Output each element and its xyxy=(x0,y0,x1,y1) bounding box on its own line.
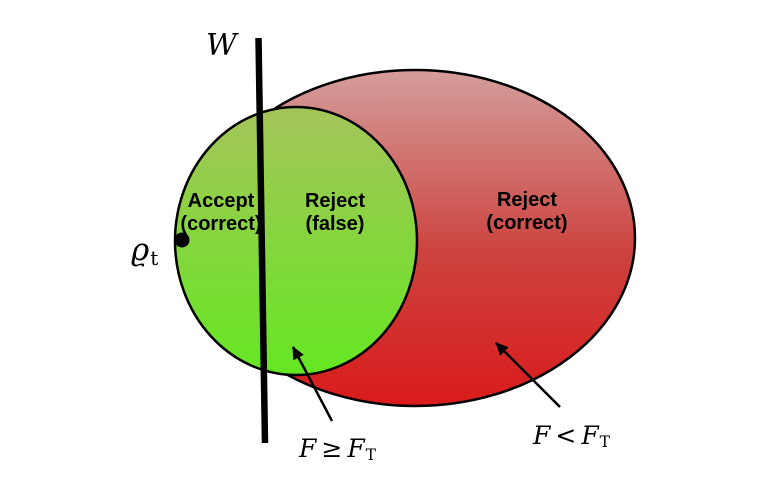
threshold-subscript: t xyxy=(150,246,159,270)
rhs: F xyxy=(347,434,365,463)
lhs: F xyxy=(299,434,317,463)
lhs: F xyxy=(533,421,551,450)
inner-region-arrow xyxy=(291,346,334,422)
outer-region-arrow xyxy=(495,342,561,408)
annotation-f-lt-ft: F < FT xyxy=(533,422,610,451)
region-label-line2: (correct) xyxy=(180,213,262,235)
threshold-point-label: ϱt xyxy=(131,232,159,270)
region-label-accept-correct: Accept (correct) xyxy=(161,190,281,236)
region-label-line2: (false) xyxy=(305,213,365,235)
inner-circle-filter-region xyxy=(173,105,419,377)
region-label-line2: (correct) xyxy=(486,212,568,234)
rhs: F xyxy=(581,421,599,450)
axis-label-w: W xyxy=(206,28,237,63)
region-label-reject-false: Reject (false) xyxy=(275,190,395,236)
region-label-reject-correct: Reject (correct) xyxy=(467,189,587,235)
region-label-line1: Reject xyxy=(304,190,366,212)
annotation-f-ge-ft: F ≥ FT xyxy=(299,435,376,464)
rhs-subscript: T xyxy=(365,445,377,464)
rhs-subscript: T xyxy=(599,432,611,451)
operator-lt: < xyxy=(555,421,577,450)
threshold-point-dot xyxy=(174,232,190,248)
region-label-line1: Reject xyxy=(496,189,558,211)
region-label-line1: Accept xyxy=(187,190,255,212)
operator-ge: ≥ xyxy=(321,434,343,463)
threshold-symbol: ϱ xyxy=(131,232,150,268)
decision-boundary-line xyxy=(255,37,269,444)
